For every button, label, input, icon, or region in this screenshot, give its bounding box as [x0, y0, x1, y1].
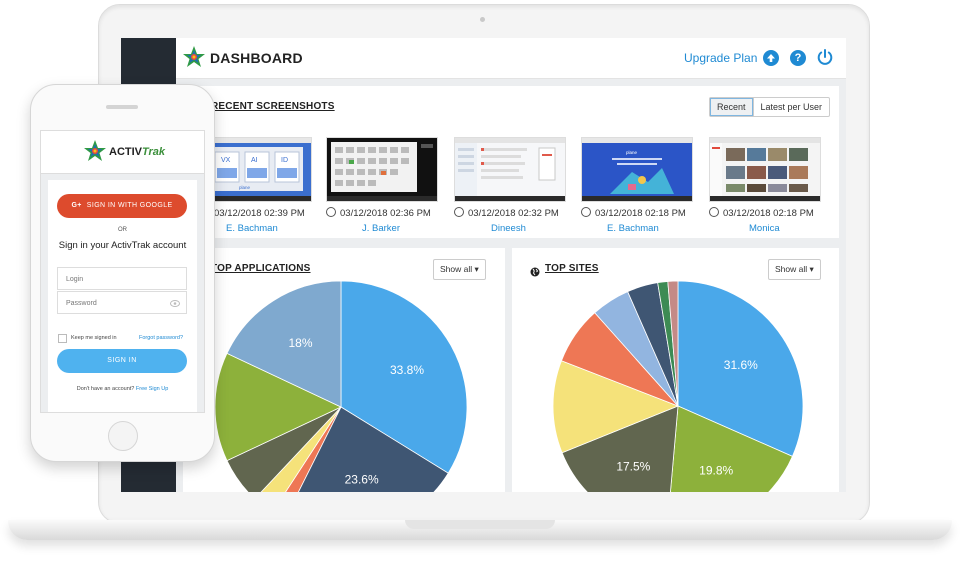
- pie-slice[interactable]: [667, 280, 679, 407]
- top-sites-title: TOP SITES: [545, 263, 599, 274]
- upgrade-plan-link[interactable]: Upgrade Plan: [684, 51, 758, 65]
- pie-slice-label: 19.8%: [699, 464, 733, 478]
- thumb-text-brand: plane: [239, 185, 251, 190]
- apps-filter-dropdown[interactable]: Show all ▾: [433, 259, 486, 280]
- pie-slice[interactable]: [226, 280, 342, 408]
- password-input[interactable]: Password: [57, 291, 187, 314]
- pie-slice[interactable]: [677, 280, 804, 457]
- top-sites-panel: TOP SITES Show all ▾ 31.6% 19.8% 17.5%: [512, 248, 839, 492]
- pie-slice[interactable]: [340, 280, 468, 474]
- phone-login-screen: ACTIVTrak G+ SIGN IN WITH GOOGLE OR Sign …: [40, 130, 205, 413]
- phone-header: ACTIVTrak: [41, 131, 204, 174]
- screenshot-view-toggle: Recent Latest per User: [709, 97, 831, 117]
- top-applications-title: TOP APPLICATIONS: [211, 263, 311, 274]
- activtrak-logo-icon: [84, 140, 106, 161]
- clock-icon: [454, 207, 464, 217]
- brand-wordmark: ACTIVTrak: [109, 146, 166, 158]
- screenshot-time: 03/12/2018 02:32 PM: [454, 207, 559, 219]
- power-icon[interactable]: [816, 48, 834, 66]
- pie-slice[interactable]: [561, 405, 679, 492]
- screenshot-time: 03/12/2018 02:36 PM: [326, 207, 431, 219]
- help-icon[interactable]: ?: [790, 50, 806, 66]
- laptop-notch: [405, 520, 555, 529]
- pie-slice-label: 31.6%: [724, 358, 758, 372]
- caret-down-icon: ▾: [474, 264, 479, 274]
- globe-icon: [530, 264, 540, 282]
- or-divider: OR: [118, 227, 127, 233]
- pie-slice[interactable]: [667, 405, 793, 492]
- screenshot-time: 03/12/2018 02:18 PM: [709, 207, 814, 219]
- thumb-text-vx: VX: [221, 157, 231, 164]
- screenshot-user-link[interactable]: E. Bachman: [607, 223, 659, 234]
- screenshot-user-link[interactable]: E. Bachman: [226, 223, 278, 234]
- free-signup-link[interactable]: Free Sign Up: [135, 386, 169, 392]
- clock-icon: [709, 207, 719, 217]
- screenshot-time: 03/12/2018 02:39 PM: [200, 207, 305, 219]
- top-sites-pie-chart: 31.6% 19.8% 17.5%: [552, 280, 804, 492]
- login-card: G+ SIGN IN WITH GOOGLE OR Sign in your Ac…: [48, 180, 197, 412]
- recent-screenshots-panel: RECENT SCREENSHOTS Recent Latest per Use…: [183, 86, 839, 238]
- sites-filter-dropdown[interactable]: Show all ▾: [768, 259, 821, 280]
- pie-slice-label: 23.6%: [345, 473, 379, 487]
- screenshot-user-link[interactable]: J. Barker: [362, 223, 401, 234]
- pie-slice[interactable]: [214, 352, 342, 462]
- screenshot-thumbnail[interactable]: VX AI ID plane: [200, 137, 312, 202]
- toggle-latest-per-user[interactable]: Latest per User: [760, 102, 823, 112]
- keep-signed-in-checkbox[interactable]: [58, 334, 67, 343]
- recent-screenshots-title: RECENT SCREENSHOTS: [211, 101, 335, 112]
- screenshot-thumbnail[interactable]: plane: [581, 137, 693, 202]
- login-input[interactable]: Login: [57, 267, 187, 290]
- thumb-text-ai: AI: [251, 157, 258, 164]
- screenshot-time: 03/12/2018 02:18 PM: [581, 207, 686, 219]
- pie-slice[interactable]: [552, 360, 680, 454]
- screenshot-thumbnail[interactable]: [454, 137, 566, 202]
- pie-slice-label: 33.8%: [390, 363, 424, 377]
- clock-icon: [326, 207, 336, 217]
- pie-slice-label: 17.5%: [616, 459, 650, 473]
- google-plus-icon: G+: [71, 202, 82, 209]
- phone-speaker: [106, 105, 138, 109]
- top-applications-pie-chart: 33.8% 23.6% 18%: [214, 280, 468, 492]
- keep-signed-in-label: Keep me signed in: [71, 335, 117, 341]
- signin-title: Sign in your ActivTrak account: [58, 240, 187, 251]
- dashboard-screen: DASHBOARD Upgrade Plan ? RECENT SCREENSH…: [121, 38, 846, 492]
- top-bar: DASHBOARD Upgrade Plan ?: [176, 38, 846, 79]
- screenshot-thumbnail[interactable]: [326, 137, 438, 202]
- laptop-camera: [480, 17, 485, 22]
- phone-home-button: [108, 421, 138, 451]
- clock-icon: [581, 207, 591, 217]
- forgot-password-link[interactable]: Forgot password?: [139, 335, 184, 341]
- eye-icon[interactable]: [170, 300, 180, 307]
- screenshot-user-link[interactable]: Dineesh: [491, 223, 526, 234]
- google-signin-button[interactable]: G+ SIGN IN WITH GOOGLE: [57, 194, 187, 218]
- pie-slice-label: 18%: [288, 336, 312, 350]
- thumb-text-id: ID: [281, 157, 288, 164]
- caret-down-icon: ▾: [809, 264, 814, 274]
- phone-frame: ACTIVTrak G+ SIGN IN WITH GOOGLE OR Sign …: [30, 84, 215, 462]
- pie-slice[interactable]: [285, 406, 449, 492]
- page-title: DASHBOARD: [210, 50, 303, 66]
- top-applications-panel: TOP APPLICATIONS Show all ▾ 33.8% 23.6% 18…: [183, 248, 505, 492]
- screenshot-thumbnail[interactable]: [709, 137, 821, 202]
- screenshot-user-link[interactable]: Monica: [749, 223, 780, 234]
- signin-button[interactable]: SIGN IN: [57, 349, 187, 373]
- upload-icon[interactable]: [763, 50, 779, 66]
- laptop-base: [8, 520, 952, 540]
- signup-prompt: Don't have an account? Free Sign Up: [76, 386, 169, 392]
- activtrak-logo-icon: [183, 46, 205, 67]
- toggle-recent[interactable]: Recent: [710, 98, 754, 116]
- thumb-text-brand: plane: [626, 150, 638, 155]
